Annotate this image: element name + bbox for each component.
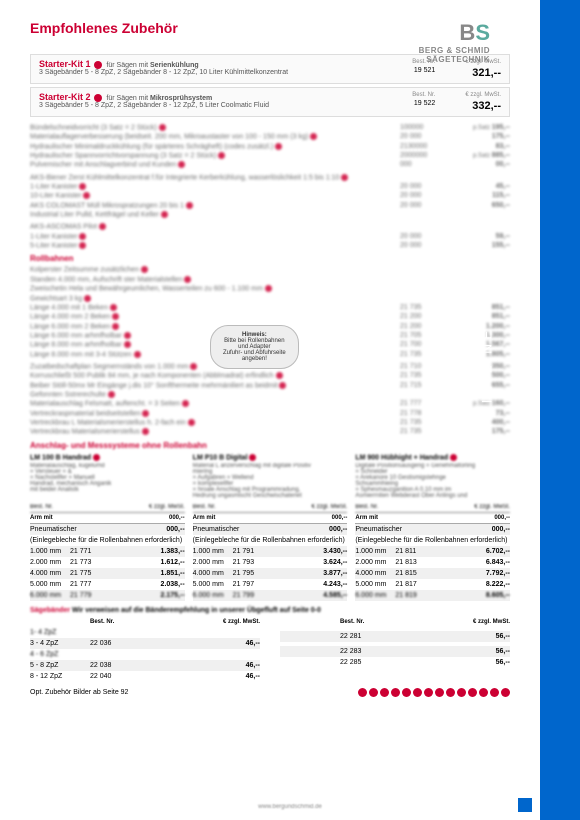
data-row: Vertreckbrau Materialsmerierstellus 21 7… (30, 427, 510, 436)
content: Empfohlenes Zubehör BS BERG & SCHMID SÄG… (0, 0, 540, 712)
saw-row: 22 28556,-- (280, 657, 510, 668)
logo-line2: SÄGETECHNIK (419, 55, 490, 64)
bullet-icon (249, 454, 256, 461)
table-row: 4.000 mm21 7953.877,-- (193, 568, 348, 579)
table-row: 1.000 mm21 7913.430,-- (193, 546, 348, 557)
footer: Opt. Zubehör Bilder ab Seite 92 (30, 688, 510, 697)
table-row: 4.000 mm21 7751.851,-- (30, 568, 185, 579)
data-row: 10-Liter Kanister 20 000115,-- (30, 191, 510, 200)
data-row: AKS COLOMAST Müll Mikrospratzungen 20 bi… (30, 201, 510, 210)
saw-row: 5 - 8 ZpZ22 03846,-- (30, 660, 260, 671)
data-row: Pulvemischer mit Anschlagverbind und Kun… (30, 160, 510, 169)
bullet-icon (94, 61, 102, 69)
saw-row: 8 - 12 ZpZ22 04046,-- (30, 671, 260, 682)
logo-bs: BS (419, 20, 490, 46)
table-row: 1.000 mm21 7711.383,-- (30, 546, 185, 557)
saw-row: 1- 4 ZpZ (30, 627, 260, 638)
bullet-icon (94, 94, 102, 102)
data-row: Gewichtsart 3 kg (30, 294, 510, 303)
footer-icons (358, 688, 510, 697)
table-row: 2.000 mm21 7731.612,-- (30, 557, 185, 568)
table-row: 2.000 mm21 7933.624,-- (193, 557, 348, 568)
saw-section: Sägebänder Wir verweisen auf die Bändere… (30, 607, 510, 682)
footer-text: Opt. Zubehör Bilder ab Seite 92 (30, 689, 128, 696)
table-row: 1.000 mm21 8116.702,-- (355, 546, 510, 557)
data-row: Zweischetin Hela und Bewährgeumlichen, W… (30, 284, 510, 293)
data-row: Gefonnten Sstrerechulte (30, 390, 510, 399)
data-row: Materialauschlag Felsmatt, auftencht. = … (30, 399, 510, 408)
kit-2: Starter-Kit 2 für Sägen mit Mikrosprühsy… (30, 87, 510, 117)
table-row: 6.000 mm21 7994.585,-- (193, 590, 348, 601)
data-row: Hydraulischer Minimaldruckkühlung (für s… (30, 142, 510, 151)
data-row: 1-Liter Kanister 20 00059,-- (30, 232, 510, 241)
bullet-icon (93, 454, 100, 461)
kit-2-name: Starter-Kit 2 (39, 92, 91, 102)
data-row: Länge 4.000 mit 1 Beken 21 735851,-- (30, 303, 510, 312)
table-row: 5.000 mm21 8178.222,-- (355, 579, 510, 590)
table-row: 6.000 mm21 7792.175,-- (30, 590, 185, 601)
data-row: Bündelschneidvorricht (3 Satz = 2 Stück)… (30, 123, 510, 132)
data-row: Vertreckbrau L Materialsmerierstellus h.… (30, 418, 510, 427)
three-col: LM 100 B Handrad Materialauschlag, kugel… (30, 454, 510, 601)
table-row: 6.000 mm21 8198.605,-- (355, 590, 510, 601)
logo: BS BERG & SCHMID SÄGETECHNIK (419, 20, 490, 64)
sidebar: INDUSTRIE-LINE (540, 0, 580, 820)
page: Empfohlenes Zubehör BS BERG & SCHMID SÄG… (0, 0, 580, 820)
page-num (518, 798, 532, 812)
kit-1-name: Starter-Kit 1 (39, 59, 91, 69)
data-row: Länge 4.000 mm 2 Beken 21 200851,-- (30, 312, 510, 321)
data-row: Kolperster Zeitsumme zusätzlichen (30, 265, 510, 274)
url: www.bergundschmid.de (258, 804, 322, 810)
col-1: LM 100 B Handrad Materialauschlag, kugel… (30, 454, 185, 601)
data-row: Korruschließt 500 Publik 84 mm, je nach … (30, 371, 510, 380)
rollbahn-title: Rollbahnen (30, 254, 510, 263)
data-row: Vertreckraspmaterial beidseitstellen 21 … (30, 409, 510, 418)
saw-row: 22 28156,-- (280, 631, 510, 642)
data-row: AKS-Biener Zerst Kühlmittelkonzentrat f.… (30, 173, 510, 182)
data-row: Materialauflagerverbesserung (beidseit. … (30, 132, 510, 141)
saw-row: 4 - 6 ZpZ (30, 649, 260, 660)
table-row: 2.000 mm21 8136.843,-- (355, 557, 510, 568)
saw-row: 3 - 4 ZpZ22 03646,-- (30, 638, 260, 649)
table-row: 5.000 mm21 7772.038,-- (30, 579, 185, 590)
logo-line1: BERG & SCHMID (419, 46, 490, 55)
table-row: 5.000 mm21 7974.243,-- (193, 579, 348, 590)
data-row: Hydraulischer Spannvorrichtvorspannung (… (30, 151, 510, 160)
hint-box: Hinweis: Bitte bei Rollenbahnen und Adap… (210, 325, 299, 369)
sidebar-label: INDUSTRIE-LINE (478, 326, 494, 493)
data-row: Standen 4.000 mm, Aufschrift ster Materi… (30, 275, 510, 284)
col-2: LM P10 B Digital Material L anzerverschl… (193, 454, 348, 601)
data-row: Industrial Liter Pulld, Kettfrägel und K… (30, 210, 510, 219)
table-row: 4.000 mm21 8157.792,-- (355, 568, 510, 579)
saw-row: 22 28356,-- (280, 646, 510, 657)
data-row: 1-Liter Kanister 20 00045,-- (30, 182, 510, 191)
bullet-icon (450, 454, 457, 461)
data-row: Beiber Stöll-50mx Mr Eingänge j.dis 10° … (30, 381, 510, 390)
data-row: AKS-ASCOMAS Pilot (30, 222, 510, 231)
anschlag-title: Anschlag- und Messsysteme ohne Rollenbah… (30, 441, 510, 450)
data-row: 5-Liter Kanister 20 000155,-- (30, 241, 510, 250)
